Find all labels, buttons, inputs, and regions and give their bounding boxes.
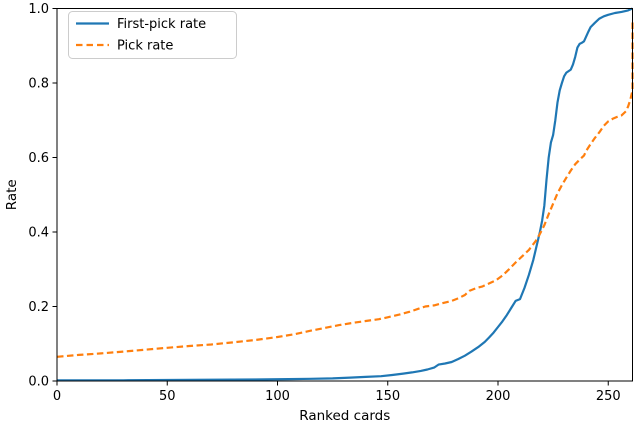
y-axis-label: Rate bbox=[4, 179, 20, 210]
y-tick-label: 0.2 bbox=[28, 300, 49, 315]
tick-layer: 0 50 100 150 200 250 0.0 0.2 0.4 0.6 0.8 1.0 bbox=[28, 2, 620, 404]
series-line-first-pick-rate bbox=[57, 7, 633, 382]
series-layer bbox=[56, 7, 634, 382]
legend-label: Pick rate bbox=[117, 39, 173, 54]
x-tick-label: 150 bbox=[375, 389, 400, 404]
y-tick-label: 0.4 bbox=[28, 226, 49, 241]
x-tick-label: 0 bbox=[53, 389, 61, 404]
axes-layer bbox=[56, 8, 633, 382]
legend-label: First-pick rate bbox=[117, 17, 206, 32]
series-line-pick-rate bbox=[56, 19, 634, 358]
y-tick-label: 0.0 bbox=[28, 375, 49, 390]
y-tick-label: 0.6 bbox=[28, 151, 49, 166]
x-tick-label: 200 bbox=[486, 389, 511, 404]
x-tick-label: 100 bbox=[265, 389, 290, 404]
plot-border bbox=[56, 8, 633, 382]
legend: First-pick rate Pick rate bbox=[68, 11, 237, 59]
x-tick-label: 250 bbox=[596, 389, 621, 404]
legend-box bbox=[68, 11, 237, 59]
x-axis-label: Ranked cards bbox=[299, 408, 390, 424]
y-tick-label: 1.0 bbox=[28, 2, 49, 17]
x-tick-label: 50 bbox=[159, 389, 176, 404]
y-tick-label: 0.8 bbox=[28, 77, 49, 92]
